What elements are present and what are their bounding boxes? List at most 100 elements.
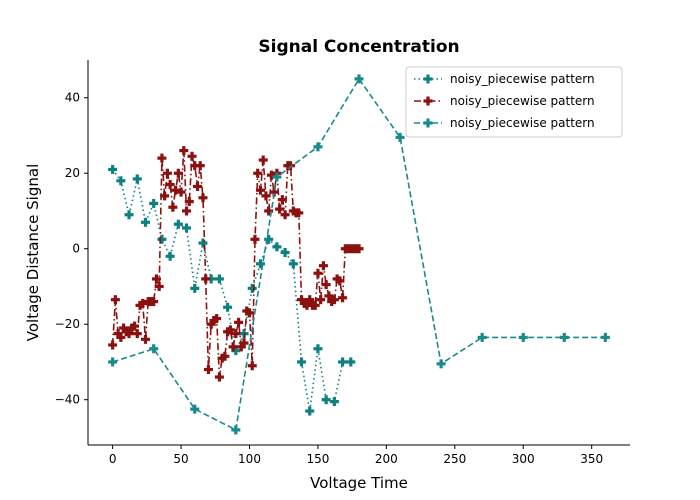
data-point [231, 346, 241, 356]
data-point [247, 361, 257, 371]
data-point [108, 164, 118, 174]
data-point [135, 300, 145, 310]
data-point [277, 195, 287, 205]
x-tick-label: 150 [306, 452, 329, 466]
data-point [149, 344, 159, 354]
legend-marker [423, 96, 433, 106]
data-point [231, 425, 241, 435]
data-point [168, 202, 178, 212]
data-point [239, 338, 249, 348]
data-point [225, 325, 235, 335]
y-tick-label: 40 [65, 91, 80, 105]
data-point [214, 372, 224, 382]
data-point [316, 295, 326, 305]
y-tick-label: 0 [72, 242, 80, 256]
data-point [201, 274, 211, 284]
data-point [209, 315, 219, 325]
data-point [321, 395, 331, 405]
data-point [108, 340, 118, 350]
data-point [162, 168, 172, 178]
data-point [275, 204, 285, 214]
x-tick-label: 300 [512, 452, 535, 466]
data-point [171, 185, 181, 195]
data-point [318, 261, 328, 271]
data-point [130, 321, 140, 331]
data-point [338, 293, 348, 303]
data-point [436, 359, 446, 369]
data-point [190, 161, 200, 171]
legend-frame [405, 66, 623, 138]
data-point [124, 210, 134, 220]
data-point [346, 357, 356, 367]
data-point [198, 238, 208, 248]
data-point [327, 297, 337, 307]
data-point [305, 295, 315, 305]
data-point [176, 187, 186, 197]
data-point [310, 300, 320, 310]
data-point [121, 327, 131, 337]
data-point [288, 259, 298, 269]
data-point [132, 174, 142, 184]
data-point [217, 353, 227, 363]
data-point [116, 176, 126, 186]
data-point [255, 185, 265, 195]
axes: 0 50 100 150 200 250 300 350 −40 −20 0 20 40 [55, 60, 630, 466]
data-point [354, 244, 364, 254]
series-3 [108, 74, 610, 435]
data-point [354, 74, 364, 84]
y-tick-label: −40 [55, 393, 80, 407]
data-point [280, 248, 290, 257]
data-point [157, 234, 167, 244]
data-point [187, 151, 197, 161]
data-point [149, 297, 159, 307]
series-2 [108, 146, 364, 382]
data-point [518, 332, 528, 342]
data-point [335, 276, 345, 286]
data-point [280, 210, 290, 220]
data-point [245, 308, 255, 318]
data-point [154, 281, 164, 291]
data-point [302, 300, 312, 310]
data-point [184, 197, 194, 207]
legend-label: noisy_piecewise pattern [450, 94, 595, 108]
data-point [242, 306, 252, 316]
x-axis-title: Voltage Time [310, 474, 408, 492]
legend-marker [423, 74, 433, 84]
data-point [203, 365, 213, 375]
data-point [299, 298, 309, 308]
data-point [264, 234, 274, 244]
data-point [190, 283, 200, 293]
y-tick-label: 20 [65, 166, 80, 180]
data-point [313, 268, 323, 278]
data-point [272, 172, 282, 182]
data-point [138, 298, 148, 308]
data-point [286, 161, 296, 171]
data-point [269, 187, 279, 197]
data-point [198, 193, 208, 203]
x-tick-label: 50 [173, 452, 188, 466]
data-point [231, 329, 241, 339]
data-point [220, 351, 230, 361]
data-point [212, 314, 222, 324]
data-point [258, 155, 268, 165]
data-point [223, 302, 233, 312]
x-tick-label: 100 [238, 452, 261, 466]
data-point [261, 191, 271, 201]
series-line [111, 169, 351, 412]
data-point [214, 274, 224, 284]
data-point [236, 342, 246, 352]
data-point [272, 242, 282, 252]
data-point [165, 180, 175, 190]
data-point [182, 206, 192, 216]
x-tick-label: 0 [109, 452, 117, 466]
data-point [165, 251, 175, 261]
data-point [559, 332, 569, 342]
legend-label: noisy_piecewise pattern [450, 116, 595, 130]
data-point [228, 342, 238, 352]
data-point [119, 323, 129, 333]
data-point [160, 191, 170, 201]
data-point [110, 295, 120, 305]
data-point [223, 327, 233, 337]
